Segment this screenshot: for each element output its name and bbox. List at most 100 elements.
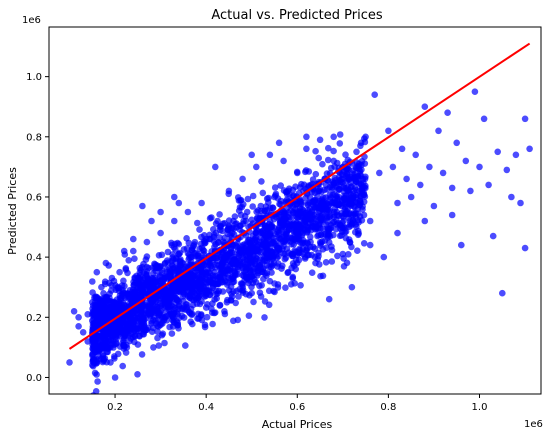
scatter-point xyxy=(354,231,362,239)
scatter-point xyxy=(265,199,272,206)
scatter-point xyxy=(271,184,279,191)
scatter-point xyxy=(315,231,322,239)
scatter-point xyxy=(239,271,246,279)
scatter-point xyxy=(315,154,323,162)
scatter-point xyxy=(121,282,128,290)
scatter-point xyxy=(348,183,355,190)
scatter-point xyxy=(176,314,183,322)
scatter-point xyxy=(331,191,338,198)
scatter-point xyxy=(340,263,348,270)
scatter-point xyxy=(310,243,317,251)
scatter-point xyxy=(139,302,146,309)
scatter-point xyxy=(334,252,341,260)
scatter-point xyxy=(246,259,254,266)
scatter-point xyxy=(93,359,101,367)
scatter-point xyxy=(90,313,98,320)
scatter-point xyxy=(290,262,298,270)
scatter-point xyxy=(407,193,415,201)
scatter-point xyxy=(503,166,511,174)
scatter-point xyxy=(124,326,132,333)
scatter-point xyxy=(319,160,326,168)
scatter-point xyxy=(120,277,127,285)
scatter-point xyxy=(84,338,91,345)
scatter-point xyxy=(130,235,137,243)
scatter-point xyxy=(157,308,164,315)
y-tick-label: 0.0 xyxy=(26,373,42,384)
scatter-point xyxy=(302,167,310,174)
scatter-point xyxy=(145,264,152,272)
scatter-point xyxy=(263,269,271,277)
scatter-point xyxy=(198,311,205,318)
scatter-point xyxy=(324,218,331,226)
scatter-point xyxy=(282,284,289,292)
scatter-point xyxy=(336,186,343,193)
scatter-point xyxy=(421,103,429,110)
y-axis-label: Predicted Prices xyxy=(6,167,19,255)
scatter-point xyxy=(462,157,470,165)
scatter-point xyxy=(257,228,264,236)
scatter-point xyxy=(148,320,155,327)
scatter-point xyxy=(262,238,269,246)
scatter-point xyxy=(125,317,132,324)
scatter-point xyxy=(426,163,433,171)
scatter-point xyxy=(89,338,96,345)
scatter-point xyxy=(148,274,155,282)
scatter-point xyxy=(102,308,110,315)
scatter-point xyxy=(261,298,269,305)
scatter-point xyxy=(112,340,120,348)
scatter-point xyxy=(328,258,336,265)
scatter-point xyxy=(175,325,182,332)
scatter-point xyxy=(323,200,331,207)
scatter-point xyxy=(274,281,282,288)
scatter-point xyxy=(360,191,368,199)
scatter-point xyxy=(430,202,438,210)
scatter-point xyxy=(499,289,506,297)
scatter-point xyxy=(266,277,274,285)
scatter-point xyxy=(512,151,520,159)
scatter-point xyxy=(291,247,298,254)
scatter-point xyxy=(338,170,346,178)
scatter-point xyxy=(312,170,320,178)
scatter-point xyxy=(354,247,361,254)
scatter-point xyxy=(394,199,401,207)
scatter-point xyxy=(347,211,354,218)
scatter-point xyxy=(371,91,379,98)
scatter-point xyxy=(268,234,275,241)
scatter-point xyxy=(171,193,178,201)
scatter-point xyxy=(275,252,282,260)
scatter-point xyxy=(309,176,317,183)
scatter-point xyxy=(131,338,138,346)
scatter-point xyxy=(330,157,338,165)
scatter-point xyxy=(421,217,429,225)
scatter-point xyxy=(157,229,164,237)
scatter-point xyxy=(161,339,168,347)
scatter-point xyxy=(200,251,208,258)
scatter-point xyxy=(353,148,360,156)
scatter-point xyxy=(303,133,310,141)
scatter-point xyxy=(221,308,228,315)
scatter-point xyxy=(131,255,138,262)
x-tick-label: 0.6 xyxy=(289,402,305,413)
scatter-point xyxy=(89,299,96,306)
scatter-point xyxy=(221,269,229,277)
scatter-point xyxy=(180,246,188,253)
scatter-point xyxy=(330,133,338,141)
plot-frame xyxy=(48,26,542,395)
scatter-point xyxy=(286,214,293,222)
scatter-point xyxy=(283,245,291,252)
scatter-point xyxy=(476,163,483,171)
scatter-point xyxy=(366,241,374,249)
scatter-point xyxy=(134,371,141,378)
scatter-point xyxy=(334,220,342,227)
scatter-point xyxy=(261,207,268,214)
scatter-point xyxy=(273,242,280,250)
scatter-point xyxy=(222,261,229,269)
scatter-point xyxy=(256,282,263,290)
scatter-point xyxy=(212,163,219,171)
scatter-point xyxy=(398,145,406,153)
scatter-point xyxy=(320,225,327,233)
scatter-point xyxy=(346,239,354,246)
scatter-point xyxy=(193,271,201,279)
scatter-point xyxy=(117,296,125,303)
scatter-point xyxy=(194,219,201,227)
